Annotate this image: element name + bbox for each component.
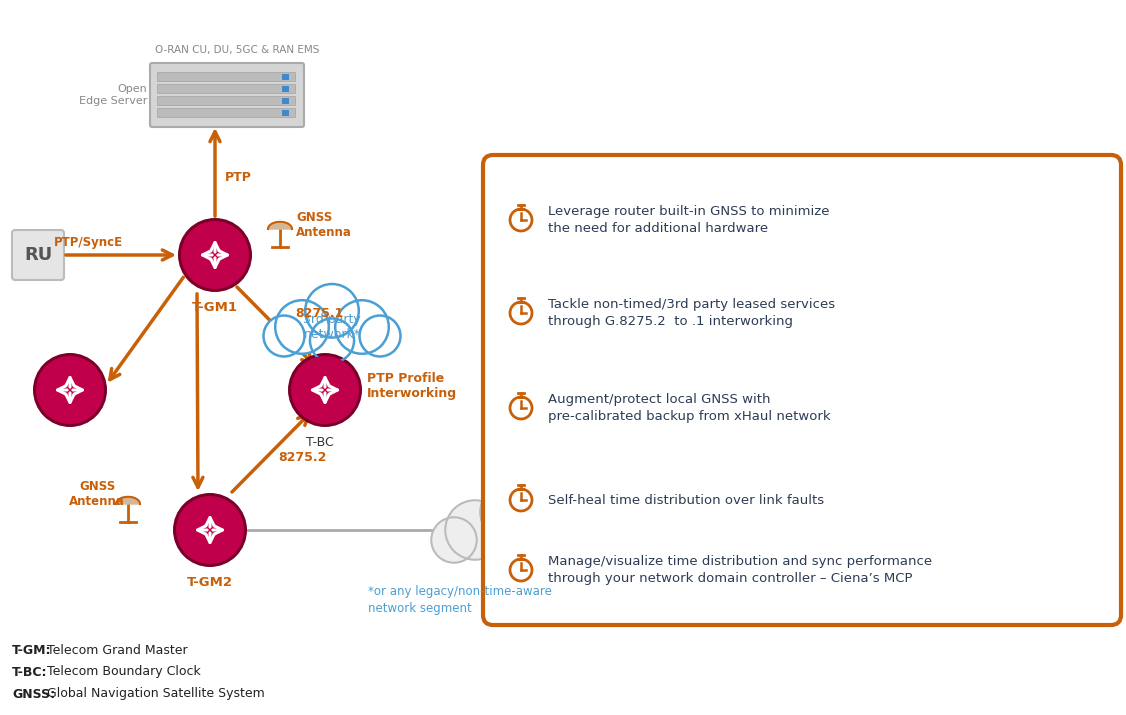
Polygon shape xyxy=(447,552,573,558)
FancyBboxPatch shape xyxy=(483,155,1121,625)
Bar xyxy=(282,86,289,92)
Circle shape xyxy=(336,300,388,354)
Text: Tackle non-timed/3rd party leased services
through G.8275.2  to .1 interworking: Tackle non-timed/3rd party leased servic… xyxy=(548,298,835,328)
Text: Global Navigation Satellite System: Global Navigation Satellite System xyxy=(47,688,265,701)
Text: *or any legacy/non-time-aware
network segment: *or any legacy/non-time-aware network se… xyxy=(368,585,552,615)
Ellipse shape xyxy=(178,218,252,292)
Circle shape xyxy=(310,318,354,363)
Text: 8275.2: 8275.2 xyxy=(278,450,327,463)
Polygon shape xyxy=(278,347,386,352)
Circle shape xyxy=(275,300,329,354)
Text: T-GM2: T-GM2 xyxy=(187,576,233,589)
Bar xyxy=(282,109,289,116)
Circle shape xyxy=(263,315,304,357)
Ellipse shape xyxy=(181,221,249,289)
Text: Augment/protect local GNSS with
pre-calibrated backup from xHaul network: Augment/protect local GNSS with pre-cali… xyxy=(548,393,831,423)
Bar xyxy=(157,84,295,93)
Circle shape xyxy=(481,482,539,542)
Circle shape xyxy=(485,521,535,570)
Text: T-GM:: T-GM: xyxy=(12,644,52,656)
Circle shape xyxy=(359,315,401,357)
Ellipse shape xyxy=(33,353,107,427)
Text: Telecom Boundary Clock: Telecom Boundary Clock xyxy=(47,666,200,679)
Ellipse shape xyxy=(36,356,104,424)
Text: GNSS:: GNSS: xyxy=(12,688,55,701)
Bar xyxy=(282,97,289,104)
Text: T-GM1: T-GM1 xyxy=(193,301,238,314)
Text: PTP: PTP xyxy=(225,170,252,184)
Bar xyxy=(157,108,295,117)
Bar xyxy=(157,72,295,81)
Ellipse shape xyxy=(173,493,247,567)
Text: 8275.1: 8275.1 xyxy=(295,307,343,320)
Circle shape xyxy=(543,517,589,563)
Text: Open
Edge Server: Open Edge Server xyxy=(79,84,148,106)
Circle shape xyxy=(516,500,574,560)
Bar xyxy=(157,96,295,105)
Ellipse shape xyxy=(291,356,359,424)
Polygon shape xyxy=(268,222,292,229)
Text: Leverage router built-in GNSS to minimize
the need for additional hardware: Leverage router built-in GNSS to minimiz… xyxy=(548,205,830,235)
Text: 3rd party
network*: 3rd party network* xyxy=(303,313,360,341)
Circle shape xyxy=(445,500,504,560)
Text: Self-heal time distribution over link faults: Self-heal time distribution over link fa… xyxy=(548,493,824,506)
Text: PTP/SyncE: PTP/SyncE xyxy=(53,235,123,249)
Text: GNSS
Antenna: GNSS Antenna xyxy=(296,211,351,239)
Text: PTP Profile
Interworking: PTP Profile Interworking xyxy=(367,372,457,400)
Ellipse shape xyxy=(176,496,244,564)
Ellipse shape xyxy=(288,353,361,427)
Text: T-BC:: T-BC: xyxy=(12,666,47,679)
Text: RU: RU xyxy=(24,246,52,264)
Circle shape xyxy=(431,517,476,563)
Bar xyxy=(282,74,289,79)
FancyBboxPatch shape xyxy=(12,230,64,280)
Text: Internet: Internet xyxy=(480,523,540,538)
Circle shape xyxy=(305,284,359,337)
FancyBboxPatch shape xyxy=(150,63,304,127)
Text: Manage/visualize time distribution and sync performance
through your network dom: Manage/visualize time distribution and s… xyxy=(548,555,932,585)
Text: Telecom Grand Master: Telecom Grand Master xyxy=(47,644,188,656)
Text: T-BC: T-BC xyxy=(306,436,334,449)
Text: GNSS
Antenna: GNSS Antenna xyxy=(69,480,125,508)
Polygon shape xyxy=(116,497,140,504)
Text: O-RAN CU, DU, 5GC & RAN EMS: O-RAN CU, DU, 5GC & RAN EMS xyxy=(154,45,319,55)
